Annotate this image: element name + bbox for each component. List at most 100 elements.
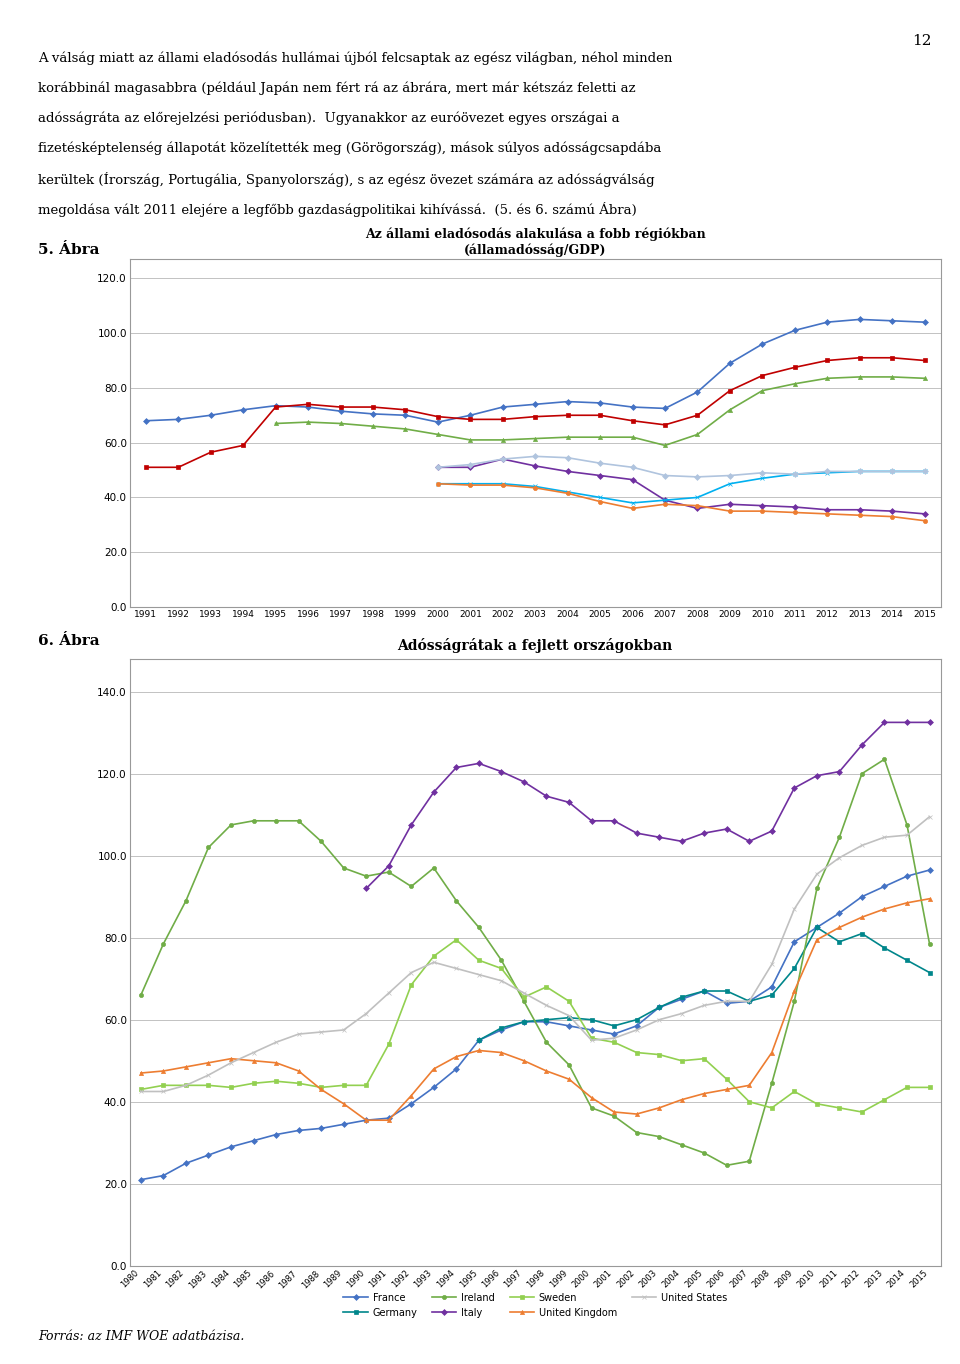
United States (654, 1012, 665, 1028)
Sweden (699, 1050, 710, 1067)
European Union (432, 427, 444, 443)
Euro area (205, 445, 217, 461)
Sweden (338, 1078, 349, 1094)
France (721, 996, 732, 1012)
Emerging and developing economies (692, 501, 704, 517)
Sweden (856, 1103, 868, 1120)
Italy (473, 756, 485, 772)
United Kingdom (540, 1063, 552, 1079)
Advanced economies (692, 383, 704, 400)
European Union (854, 368, 866, 385)
United Kingdom (450, 1049, 462, 1065)
Emerging and developing economies (529, 458, 540, 475)
Italy (383, 858, 395, 874)
Ireland (654, 1128, 665, 1144)
Central and eastern Europe (724, 476, 735, 492)
European Union (627, 430, 638, 446)
Ireland (473, 919, 485, 936)
Euro area (270, 398, 281, 415)
Ireland (248, 813, 259, 829)
United States (609, 1030, 620, 1046)
United States (405, 964, 417, 981)
Developing Asia (919, 513, 930, 529)
United Kingdom (564, 1071, 575, 1087)
European Union (756, 382, 768, 398)
France (338, 1116, 349, 1132)
Central and eastern Europe (660, 492, 671, 509)
Euro area (173, 460, 184, 476)
United States (338, 1022, 349, 1038)
France (654, 1000, 665, 1016)
Text: 6. Ábra: 6. Ábra (38, 634, 100, 648)
Line: Germany: Germany (477, 925, 931, 1042)
France (495, 1022, 507, 1038)
France (586, 1022, 597, 1038)
United Kingdom (338, 1095, 349, 1112)
Ireland (586, 1099, 597, 1116)
Developing Asia (465, 477, 476, 494)
Italy (450, 760, 462, 776)
Line: United Kingdom: United Kingdom (139, 896, 931, 1123)
Germany (811, 919, 823, 936)
Advanced economies (886, 312, 898, 329)
France (518, 1013, 530, 1030)
European Union (822, 370, 833, 386)
France (271, 1127, 282, 1143)
European Union (594, 430, 606, 446)
Sweden (518, 989, 530, 1005)
United States (293, 1026, 304, 1042)
Ireland (405, 878, 417, 895)
Developing Asia (432, 476, 444, 492)
Line: European Union: European Union (274, 375, 926, 447)
Germany (518, 1013, 530, 1030)
Emerging and developing economies (789, 499, 801, 516)
Ireland (383, 863, 395, 880)
European Union (399, 420, 411, 436)
United Kingdom (360, 1112, 372, 1128)
Ireland (856, 765, 868, 782)
France (540, 1013, 552, 1030)
United Kingdom (631, 1106, 642, 1123)
France (564, 1018, 575, 1034)
Italy (609, 813, 620, 829)
Euro area (465, 411, 476, 427)
Ireland (360, 868, 372, 884)
Ireland (316, 833, 327, 850)
Advanced economies (660, 400, 671, 416)
European Union (497, 432, 509, 449)
United Kingdom (766, 1045, 778, 1061)
Ireland (924, 936, 935, 952)
United States (316, 1024, 327, 1041)
Developing Asia (854, 507, 866, 524)
Developing Asia (594, 494, 606, 510)
Euro area (399, 401, 411, 417)
Latin America and the Caribbean (562, 450, 573, 466)
Euro area (367, 398, 378, 415)
Advanced economies (724, 355, 735, 371)
United States (518, 985, 530, 1001)
United States (540, 997, 552, 1013)
Central and eastern Europe (919, 464, 930, 480)
Developing Asia (886, 509, 898, 525)
United Kingdom (293, 1063, 304, 1079)
Sweden (180, 1078, 192, 1094)
Italy (721, 821, 732, 837)
Italy (878, 715, 890, 731)
Line: Emerging and developing economies: Emerging and developing economies (436, 457, 926, 516)
Developing Asia (529, 480, 540, 496)
Ireland (271, 813, 282, 829)
Text: adósságráta az előrejelzési periódusban).  Ugyanakkor az euróövezet egyes ország: adósságráta az előrejelzési periódusban)… (38, 112, 620, 125)
Advanced economies (205, 406, 217, 423)
Ireland (450, 892, 462, 908)
European Union (270, 415, 281, 431)
Latin America and the Caribbean (886, 464, 898, 480)
Ireland (609, 1108, 620, 1124)
Emerging and developing economies (724, 496, 735, 513)
Italy (924, 715, 935, 731)
United States (428, 955, 440, 971)
Developing Asia (724, 503, 735, 520)
United Kingdom (495, 1045, 507, 1061)
United Kingdom (473, 1042, 485, 1058)
Emerging and developing economies (627, 472, 638, 488)
Sweden (743, 1094, 755, 1110)
